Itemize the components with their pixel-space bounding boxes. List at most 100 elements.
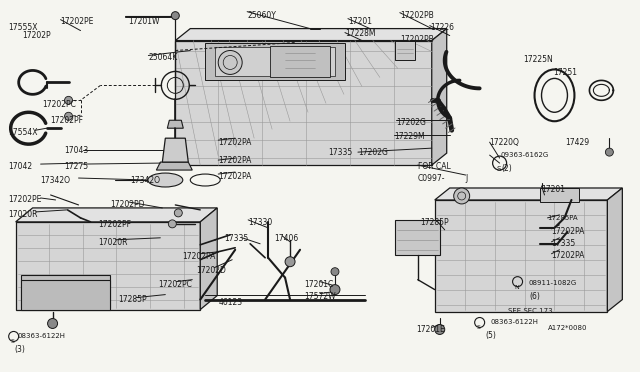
Text: 25064K: 25064K (148, 52, 178, 61)
Polygon shape (270, 45, 330, 77)
Polygon shape (395, 220, 440, 255)
Text: 17202P: 17202P (22, 31, 51, 39)
Circle shape (435, 324, 445, 334)
Text: 08363-6122H: 08363-6122H (491, 320, 539, 326)
Text: 17202PE: 17202PE (61, 17, 94, 26)
Polygon shape (205, 42, 345, 80)
Polygon shape (15, 208, 217, 222)
Text: 17202G: 17202G (396, 118, 426, 127)
Text: 17202PD: 17202PD (111, 200, 145, 209)
Polygon shape (163, 138, 188, 162)
Text: FOR CAL: FOR CAL (418, 162, 451, 171)
Text: 17228M: 17228M (345, 29, 376, 38)
Text: 17201: 17201 (348, 17, 372, 26)
Text: 17202PA: 17202PA (218, 172, 252, 181)
Polygon shape (435, 188, 622, 200)
Circle shape (454, 188, 470, 204)
Circle shape (172, 12, 179, 20)
Circle shape (330, 285, 340, 295)
Ellipse shape (148, 173, 183, 187)
Text: 17020R: 17020R (9, 210, 38, 219)
Text: 17335: 17335 (552, 239, 576, 248)
Text: 17226: 17226 (430, 23, 454, 32)
Text: C0997-: C0997- (418, 174, 445, 183)
Text: 17202PA: 17202PA (182, 252, 216, 261)
Text: 17202PA: 17202PA (218, 138, 252, 147)
Text: (5): (5) (486, 331, 497, 340)
Polygon shape (167, 120, 183, 128)
Text: S: S (11, 339, 15, 344)
Polygon shape (200, 208, 217, 310)
Text: N: N (515, 285, 519, 290)
Text: 17202PC: 17202PC (43, 100, 76, 109)
Text: 17042: 17042 (9, 162, 33, 171)
Text: 17342O: 17342O (40, 176, 70, 185)
Text: 17020R: 17020R (99, 238, 128, 247)
Text: SEE SEC.173: SEE SEC.173 (508, 308, 552, 314)
Text: 17555X: 17555X (9, 23, 38, 32)
Text: 17202PA: 17202PA (218, 156, 252, 165)
Text: 17251: 17251 (554, 68, 577, 77)
Text: 17335: 17335 (328, 148, 352, 157)
Text: S: S (477, 326, 481, 330)
Text: 17429: 17429 (566, 138, 589, 147)
Text: 17202PB: 17202PB (400, 11, 433, 20)
Circle shape (65, 96, 72, 104)
Text: 17202PF: 17202PF (99, 220, 131, 229)
Text: 17330: 17330 (248, 218, 273, 227)
Text: 17225N: 17225N (524, 55, 554, 64)
Circle shape (47, 318, 58, 328)
Text: 17202PE: 17202PE (9, 195, 42, 204)
Text: 17202PC: 17202PC (158, 280, 192, 289)
Text: 09363-6162G: 09363-6162G (500, 152, 549, 158)
Text: (2): (2) (502, 164, 513, 173)
Text: 17202PA: 17202PA (552, 227, 585, 236)
Circle shape (285, 257, 295, 267)
Text: 17201E: 17201E (416, 326, 445, 334)
Text: 08363-6122H: 08363-6122H (18, 333, 66, 339)
Text: 17275: 17275 (65, 162, 89, 171)
Circle shape (168, 220, 176, 228)
Text: 17202PA: 17202PA (552, 251, 585, 260)
Text: (3): (3) (15, 346, 26, 355)
Polygon shape (432, 29, 447, 165)
Text: 08911-1082G: 08911-1082G (529, 280, 577, 286)
Polygon shape (156, 162, 192, 170)
Circle shape (331, 268, 339, 276)
Text: 17285P: 17285P (420, 218, 449, 227)
Circle shape (605, 148, 613, 156)
Text: 17201C: 17201C (304, 280, 333, 289)
Polygon shape (395, 41, 415, 61)
Text: 17043: 17043 (65, 146, 89, 155)
Text: 17572W: 17572W (304, 292, 335, 301)
Circle shape (218, 51, 242, 74)
Circle shape (65, 112, 72, 120)
Text: 17201: 17201 (541, 185, 566, 194)
Polygon shape (15, 222, 200, 310)
Text: (6): (6) (529, 292, 540, 301)
Text: 17406: 17406 (274, 234, 298, 243)
Text: 17202G: 17202G (358, 148, 388, 157)
Polygon shape (20, 275, 111, 308)
Text: 17202D: 17202D (196, 266, 226, 275)
Polygon shape (540, 188, 579, 202)
Text: 17285P: 17285P (118, 295, 147, 304)
Text: 17202PF: 17202PF (51, 116, 84, 125)
Circle shape (174, 209, 182, 217)
Text: 46123: 46123 (218, 298, 243, 307)
Polygon shape (435, 200, 607, 311)
Text: A172*0080: A172*0080 (547, 326, 587, 331)
Text: 17229M: 17229M (394, 132, 424, 141)
Text: 17554X: 17554X (9, 128, 38, 137)
Polygon shape (607, 188, 622, 311)
Polygon shape (20, 280, 111, 310)
Text: J: J (466, 174, 468, 183)
Text: 17220Q: 17220Q (490, 138, 520, 147)
Text: 17201W: 17201W (129, 17, 160, 26)
Polygon shape (215, 46, 335, 76)
Polygon shape (175, 41, 432, 165)
Polygon shape (175, 29, 447, 41)
Text: 17342O: 17342O (131, 176, 161, 185)
Text: S: S (497, 166, 501, 172)
Text: 25060Y: 25060Y (247, 11, 276, 20)
